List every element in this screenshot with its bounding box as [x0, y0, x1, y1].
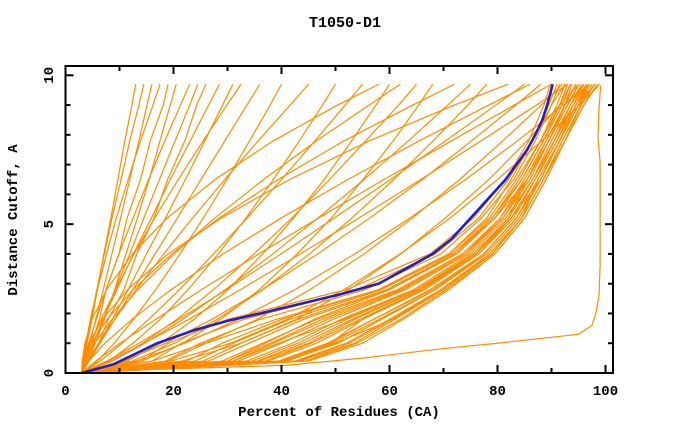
y-axis-label: Distance Cutoff, A — [6, 144, 22, 296]
model-curve — [81, 84, 551, 374]
x-tick-label: 40 — [273, 384, 290, 400]
model-curve — [81, 83, 580, 374]
model-curve — [81, 83, 191, 374]
model-curve — [81, 83, 363, 374]
model-curve — [81, 83, 588, 374]
model-curve — [81, 83, 598, 374]
x-axis-label: Percent of Residues (CA) — [238, 405, 440, 421]
model-curve — [81, 84, 177, 374]
model-curve — [81, 83, 525, 374]
tick-labels: 0 20 40 60 80 100 0 5 10 — [42, 67, 618, 400]
model-curve — [81, 83, 585, 374]
model-curve — [81, 84, 566, 374]
model-curve — [81, 83, 488, 374]
model-curve — [81, 83, 509, 374]
outlier-model-curve — [81, 85, 602, 374]
y-tick-label: 0 — [42, 369, 58, 377]
model-curve — [81, 83, 455, 374]
plot-frame — [64, 65, 614, 374]
model-curve — [81, 84, 161, 374]
x-tick-label: 100 — [593, 384, 618, 400]
chart-title: T1050-D1 — [309, 15, 381, 32]
model-curves — [81, 83, 602, 375]
y-tick-label: 10 — [42, 67, 58, 84]
highlighted-model-curve — [81, 83, 554, 375]
model-curve — [81, 83, 379, 374]
model-curve — [81, 83, 261, 374]
model-curve — [81, 83, 552, 374]
model-curve — [81, 83, 283, 374]
model-curve — [81, 84, 569, 374]
model-curve — [81, 83, 596, 374]
model-curve — [81, 83, 391, 374]
model-curve — [81, 83, 401, 374]
x-tick-label: 20 — [165, 384, 182, 400]
model-curve — [81, 84, 561, 374]
model-curve — [81, 83, 563, 374]
model-curve — [81, 83, 471, 374]
x-tick-label: 80 — [489, 384, 506, 400]
y-tick-label: 5 — [42, 220, 58, 228]
x-tick-label: 0 — [61, 384, 69, 400]
model-curve — [81, 83, 582, 374]
model-curve — [81, 83, 569, 374]
model-curve — [81, 83, 337, 374]
model-curve — [81, 83, 531, 374]
model-curve — [81, 84, 571, 374]
x-tick-label: 60 — [381, 384, 398, 400]
model-curve — [81, 83, 309, 374]
model-curve — [81, 83, 542, 374]
model-curve — [81, 83, 590, 374]
